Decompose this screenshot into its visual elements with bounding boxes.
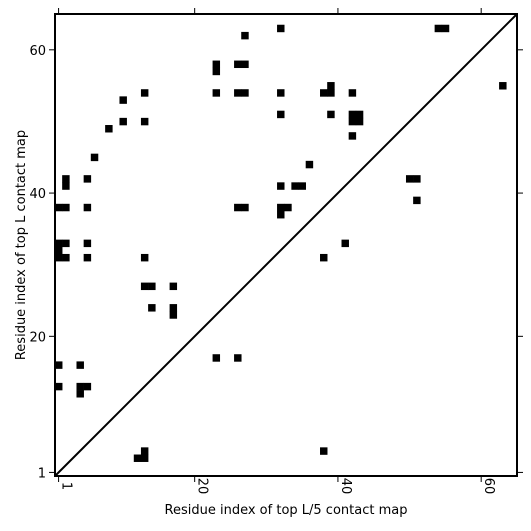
contact-cell — [348, 89, 357, 97]
axis-ticks: 1 20 40 60 1 20 40 60 — [29, 8, 523, 494]
contact-cell — [169, 311, 178, 319]
contact-cell — [212, 89, 221, 97]
y-tick-label: 40 — [29, 187, 46, 202]
contact-cell — [291, 182, 299, 190]
contact-cell — [277, 89, 285, 97]
contact-cell — [277, 210, 285, 219]
y-axis-label: Residue index of top L contact map — [14, 130, 29, 360]
contact-cell — [499, 82, 507, 90]
diagonal-line — [54, 13, 518, 477]
x-tick-label: 1 — [59, 482, 74, 490]
contact-cell — [234, 203, 242, 212]
contact-cell — [355, 117, 364, 126]
contact-cell — [55, 361, 63, 369]
contact-cells — [55, 24, 507, 462]
contact-cell — [355, 110, 364, 119]
contact-cell — [234, 60, 242, 69]
contact-cell — [305, 160, 314, 169]
y-tick-label: 1 — [38, 466, 46, 481]
contact-cell — [341, 239, 349, 248]
contact-cell — [83, 203, 92, 212]
contact-cell — [169, 304, 178, 312]
contact-cell — [148, 282, 156, 291]
plot-frame — [54, 13, 518, 477]
y-tick-label: 20 — [29, 330, 46, 345]
contact-cell — [62, 239, 70, 248]
contact-cell — [434, 24, 443, 33]
x-tick-label: 60 — [481, 478, 496, 495]
contact-cell — [140, 117, 149, 126]
contact-cell — [320, 253, 328, 262]
contact-cell — [119, 96, 127, 104]
contact-cell — [140, 282, 149, 291]
contact-cell — [413, 175, 421, 183]
contact-cell — [298, 182, 306, 190]
contact-cell — [234, 89, 242, 97]
contact-cell — [76, 382, 84, 391]
contact-cell — [140, 253, 149, 262]
x-tick-label: 40 — [338, 478, 353, 495]
contact-cell — [83, 382, 92, 391]
contact-cell — [62, 182, 70, 190]
contact-cell — [348, 110, 357, 119]
contact-cell — [140, 89, 149, 97]
contact-cell — [405, 175, 414, 183]
contact-cell — [62, 175, 70, 183]
contact-cell — [169, 282, 178, 291]
contact-cell — [83, 253, 92, 262]
x-tick-label: 20 — [195, 478, 210, 495]
contact-cell — [241, 60, 249, 69]
contact-cell — [348, 117, 357, 126]
contact-cell — [212, 354, 221, 362]
contact-cell — [62, 253, 70, 262]
contact-cell — [133, 454, 142, 462]
contact-cell — [320, 447, 328, 455]
contact-cell — [140, 454, 149, 462]
contact-cell — [90, 153, 99, 162]
contact-cell — [76, 361, 84, 369]
contact-cell — [105, 125, 113, 133]
contact-cell — [413, 196, 421, 205]
contact-cell — [55, 239, 63, 248]
contact-cell — [212, 67, 221, 76]
contact-cell — [55, 253, 63, 262]
contact-cell — [327, 82, 335, 90]
x-axis-label: Residue index of top L/5 contact map — [165, 503, 408, 518]
contact-cell — [327, 89, 335, 97]
contact-cell — [119, 117, 127, 126]
contact-cell — [148, 304, 156, 312]
contact-cell — [327, 110, 335, 119]
contact-cell — [140, 447, 149, 455]
contact-cell — [320, 89, 328, 97]
contact-cell — [277, 182, 285, 190]
y-tick-label: 60 — [29, 44, 46, 59]
contact-cell — [241, 203, 249, 212]
contact-cell — [76, 390, 84, 398]
contact-cell — [277, 203, 285, 212]
contact-cell — [277, 110, 285, 119]
contact-cell — [241, 31, 249, 40]
contact-cell — [83, 239, 92, 248]
contact-cell — [234, 354, 242, 362]
contact-cell — [83, 175, 92, 183]
contact-cell — [62, 203, 70, 212]
contact-cell — [55, 382, 63, 391]
contact-cell — [212, 60, 221, 69]
contact-cell — [441, 24, 450, 33]
contact-cell — [277, 24, 285, 33]
contact-cell — [55, 246, 63, 255]
contact-cell — [348, 132, 357, 140]
contact-cell — [55, 203, 63, 212]
contact-cell — [284, 203, 292, 212]
contact-cell — [241, 89, 249, 97]
